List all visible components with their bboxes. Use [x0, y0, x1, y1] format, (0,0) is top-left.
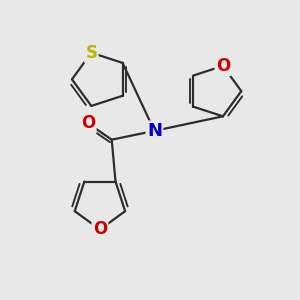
Text: S: S	[85, 44, 97, 62]
Text: O: O	[93, 220, 107, 238]
Text: O: O	[216, 57, 230, 75]
Text: N: N	[147, 122, 162, 140]
Text: O: O	[81, 115, 95, 133]
